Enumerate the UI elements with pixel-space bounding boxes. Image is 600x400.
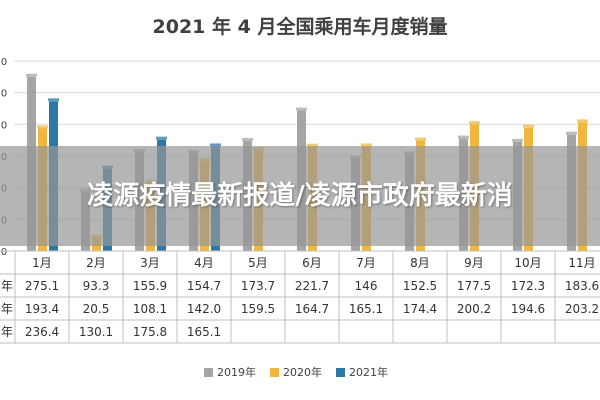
- category-label: 9月: [464, 256, 484, 270]
- data-label: 165.1: [187, 325, 221, 339]
- chart-title: 2021 年 4 月全国乘用车月度销量: [153, 15, 448, 38]
- legend-label: 2021年: [349, 365, 388, 379]
- y-tick-label: 0: [1, 57, 7, 68]
- bar-cap: [523, 124, 534, 128]
- data-label: 173.7: [241, 279, 275, 293]
- data-label: 177.5: [457, 279, 491, 293]
- category-label: 7月: [356, 256, 376, 270]
- data-label: 174.4: [403, 302, 437, 316]
- bar-cap: [512, 138, 523, 142]
- data-label: 165.1: [349, 302, 383, 316]
- bar-cap: [458, 135, 469, 139]
- category-label: 6月: [302, 256, 322, 270]
- data-label: 275.1: [25, 279, 59, 293]
- bar-cap: [210, 143, 221, 147]
- table-row-label: 年: [1, 325, 13, 339]
- legend: 2019年 2020年 2021年: [204, 365, 388, 379]
- data-label: 236.4: [25, 325, 59, 339]
- data-label: 203.2: [565, 302, 599, 316]
- data-label: 142.0: [187, 302, 221, 316]
- category-label: 10月: [514, 256, 541, 270]
- bar-cap: [415, 137, 426, 141]
- legend-swatch: [204, 368, 213, 377]
- legend-label: 2020年: [283, 365, 322, 379]
- legend-label: 2019年: [217, 365, 256, 379]
- bar-cap: [37, 125, 48, 129]
- data-label: 93.3: [83, 279, 110, 293]
- category-label: 3月: [140, 256, 160, 270]
- data-label: 130.1: [79, 325, 113, 339]
- category-label: 8月: [410, 256, 430, 270]
- data-label: 159.5: [241, 302, 275, 316]
- category-label: 1月: [32, 256, 52, 270]
- headline-banner: 凌源疫情最新报道/凌源市政府最新消: [0, 146, 600, 246]
- table-row-label: 年: [1, 279, 13, 293]
- bar-cap: [361, 143, 372, 147]
- data-label: 146: [355, 279, 378, 293]
- data-label: 155.9: [133, 279, 167, 293]
- category-label: 11月: [568, 256, 595, 270]
- data-label: 164.7: [295, 302, 329, 316]
- bar-cap: [48, 98, 59, 102]
- bar-cap: [566, 131, 577, 135]
- bar-cap: [296, 107, 307, 111]
- bar-cap: [469, 121, 480, 125]
- data-label: 172.3: [511, 279, 545, 293]
- legend-swatch: [270, 368, 279, 377]
- data-label: 183.6: [565, 279, 599, 293]
- table-row-label: 年: [1, 302, 13, 316]
- legend-swatch: [336, 368, 345, 377]
- y-tick-label: 0: [1, 89, 7, 100]
- data-label: 152.5: [403, 279, 437, 293]
- category-label: 2月: [86, 256, 106, 270]
- category-label: 4月: [194, 256, 214, 270]
- data-label: 20.5: [83, 302, 110, 316]
- bar-cap: [577, 119, 588, 123]
- bar-cap: [156, 136, 167, 140]
- bar-cap: [26, 73, 37, 77]
- data-label: 200.2: [457, 302, 491, 316]
- data-label: 175.8: [133, 325, 167, 339]
- data-label: 193.4: [25, 302, 59, 316]
- data-label: 194.6: [511, 302, 545, 316]
- bar-cap: [242, 137, 253, 141]
- data-label: 221.7: [295, 279, 329, 293]
- y-tick-label: 0: [1, 120, 7, 131]
- headline-text: 凌源疫情最新报道/凌源市政府最新消: [87, 181, 513, 211]
- bar-cap: [307, 143, 318, 147]
- data-label: 154.7: [187, 279, 221, 293]
- y-tick-label: 0: [1, 247, 7, 258]
- category-label: 5月: [248, 256, 268, 270]
- data-label: 108.1: [133, 302, 167, 316]
